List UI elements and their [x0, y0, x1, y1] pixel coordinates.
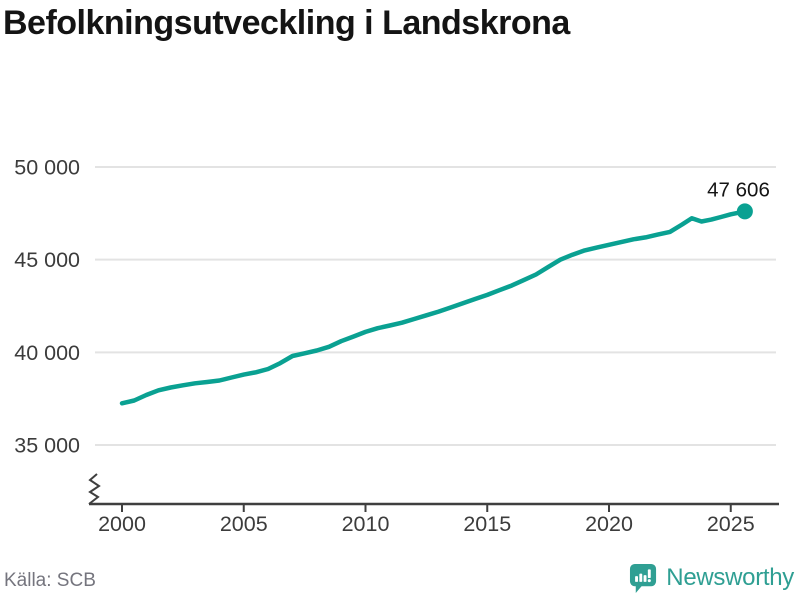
x-axis-tick-label: 2000 [98, 512, 146, 536]
y-axis-tick-label: 45 000 [14, 248, 80, 272]
latest-value-dot [736, 203, 753, 220]
newsworthy-logo-text: Newsworthy [666, 564, 794, 591]
latest-value-label: 47 606 [707, 178, 770, 201]
y-axis-tick-label: 35 000 [14, 434, 80, 458]
chart-title: Befolkningsutveckling i Landskrona [3, 4, 570, 42]
source-attribution: Källa: SCB [4, 570, 96, 591]
x-axis-tick-label: 2010 [342, 512, 390, 536]
x-axis-tick-label: 2005 [220, 512, 268, 536]
y-axis-tick-label: 40 000 [14, 341, 80, 365]
x-axis-tick-label: 2015 [463, 512, 511, 536]
newsworthy-logo[interactable]: Newsworthy [629, 561, 794, 595]
x-axis-tick-label: 2025 [707, 512, 755, 536]
y-axis-tick-label: 50 000 [14, 156, 80, 180]
x-axis-tick-label: 2020 [585, 512, 633, 536]
population-trend-line [119, 209, 748, 406]
y-axis-break-zigzag-icon [88, 473, 101, 505]
newsworthy-bar-chart-bubble-icon [630, 563, 657, 593]
